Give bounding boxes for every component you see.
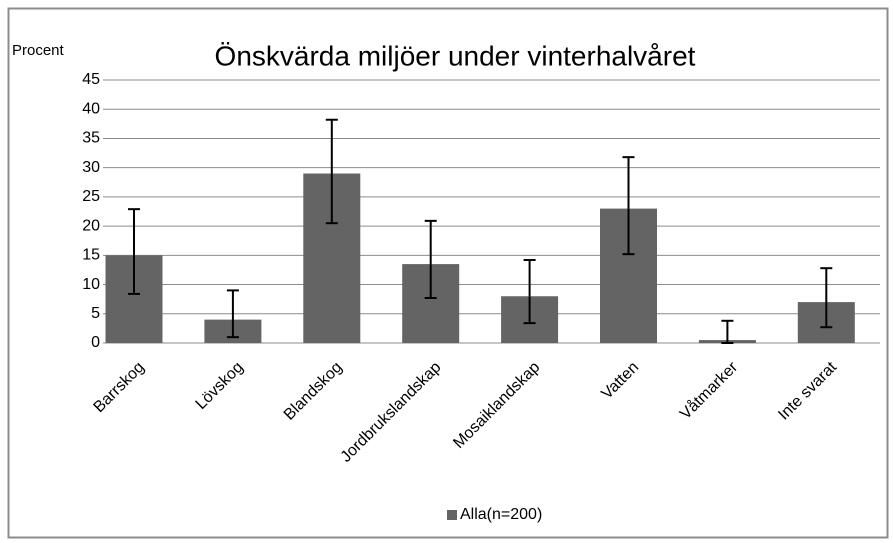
y-tick-label: 35 [82,130,100,147]
y-tick-label: 5 [91,305,100,322]
y-axis-label: Procent [12,42,65,59]
y-tick-label: 40 [82,100,100,117]
y-tick-label: 15 [82,247,100,264]
y-tick-label: 0 [91,334,100,351]
y-tick-label: 20 [82,217,100,234]
y-tick-label: 45 [82,71,100,88]
legend-label: Alla(n=200) [460,506,542,523]
y-tick-label: 10 [82,276,100,293]
y-tick-label: 25 [82,188,100,205]
y-tick-label: 30 [82,159,100,176]
legend-swatch [447,510,457,520]
chart-title: Önskvärda miljöer under vinterhalvåret [215,40,696,71]
